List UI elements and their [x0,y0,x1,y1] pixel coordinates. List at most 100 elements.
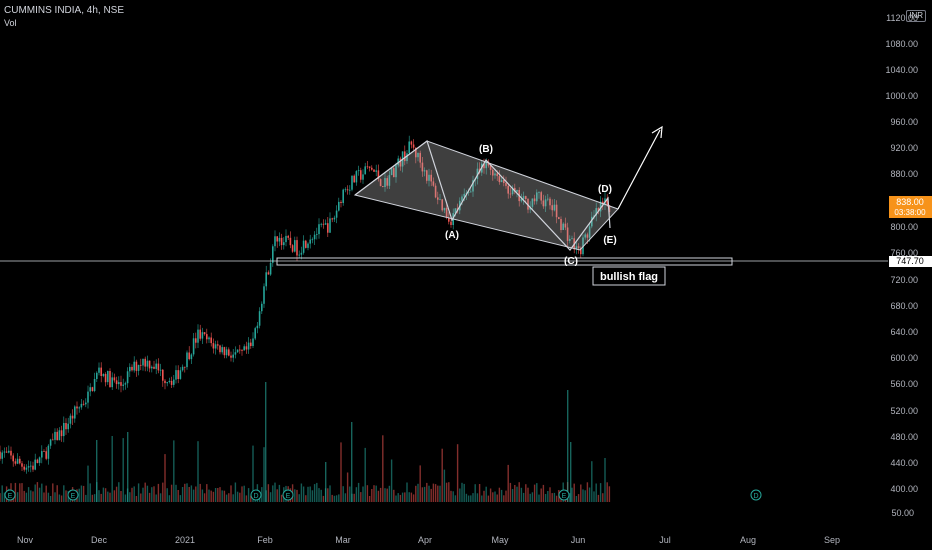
candle-body [137,364,140,371]
event-marker-icon[interactable]: D [250,489,262,501]
volume-bar [570,442,572,502]
candle-body [505,183,507,186]
candle-body [368,166,371,168]
volume-bar [228,493,230,502]
candle-body [375,170,377,172]
candle-body [93,379,96,391]
candle-body [434,185,437,198]
volume-bar [470,495,472,502]
volume-bar [208,489,210,502]
volume-bar [327,488,329,502]
volume-bar [382,435,384,502]
candle-body [562,223,564,230]
candle-body [208,337,210,340]
candle-body [5,451,8,453]
candle-body [507,185,509,194]
candle-body [298,254,300,256]
time-tick: Dec [91,535,108,545]
volume-bar [342,486,344,502]
volume-bar [496,494,498,502]
candle-body [82,403,85,405]
volume-bar [542,484,545,502]
volume-bar [567,390,569,502]
candle-body [582,237,584,255]
volume-bar [602,493,604,502]
volume-bar [265,382,267,502]
candle-body [54,431,56,440]
candle-body [386,178,388,186]
candle-body [170,380,173,385]
candle-body [322,223,325,225]
candle-body [118,382,120,385]
volume-bar [144,482,146,502]
candle-body [498,176,501,183]
price-axis[interactable]: 1120.00 1080.00 1040.00 1000.00 960.00 9… [885,13,918,518]
candle-body [239,349,241,351]
candle-body [430,174,432,182]
volume-bar [157,483,160,502]
candle-body [316,234,318,235]
candle-body [206,334,208,340]
volume-bar [595,483,597,502]
candle-body [71,415,74,419]
symbol-title[interactable]: CUMMINS INDIA, 4h, NSE [4,5,125,16]
candle-body [351,175,353,190]
time-tick: Feb [257,535,273,545]
volume-bar [417,483,419,502]
candle-body [333,217,336,220]
time-axis[interactable]: Nov Dec 2021 Feb Mar Apr May Jun Jul Aug… [17,535,840,545]
candle-body [421,162,424,172]
candle-body [531,198,534,207]
event-marker-icon[interactable]: E [558,489,570,501]
candle-body [179,370,182,379]
candle-body [85,402,87,405]
candle-body [261,303,263,312]
candle-body [67,423,69,430]
event-marker-icon[interactable]: E [67,489,79,501]
wave-c-label: (C) [564,256,578,267]
volume-bar [355,487,358,502]
candle-body [1,452,3,459]
candle-body [148,360,151,369]
volume-bar [212,491,215,502]
volume-bar [375,485,377,502]
currency-badge[interactable]: INR [906,10,926,22]
volume-bar [507,464,509,502]
volume-bar [107,491,109,502]
volume-bar [155,494,157,502]
volume-bar [505,490,507,502]
volume-bar [533,484,536,502]
volume-bar [175,484,177,502]
arrow-head-icon [651,125,663,139]
volume-bar [27,487,30,502]
candle-body [544,199,547,207]
volume-bar [214,488,217,502]
volume-bar [525,484,527,502]
event-marker-icon[interactable]: E [282,489,294,501]
candle-body [250,342,252,346]
volume-bar [527,487,529,502]
candle-body [269,262,272,275]
countdown-value: 03:38:00 [894,208,926,217]
candle-body [384,178,386,187]
candle-body [234,352,237,355]
candle-body [415,147,417,158]
event-marker-letter: D [253,493,258,500]
volume-bar [401,492,404,502]
volume-label[interactable]: Vol [4,18,17,28]
volume-bar [421,487,424,502]
event-marker-icon[interactable]: E [4,489,16,501]
candle-body [0,451,1,459]
wave-path [354,140,611,251]
candle-body [144,358,146,367]
time-tick: 2021 [175,535,195,545]
volume-bar [415,485,417,502]
candle-body [547,198,549,200]
candle-body [419,152,421,163]
candle-body [496,173,498,177]
event-marker-icon[interactable]: D [750,489,762,501]
candle-body [197,329,199,343]
volume-bar [335,495,338,502]
